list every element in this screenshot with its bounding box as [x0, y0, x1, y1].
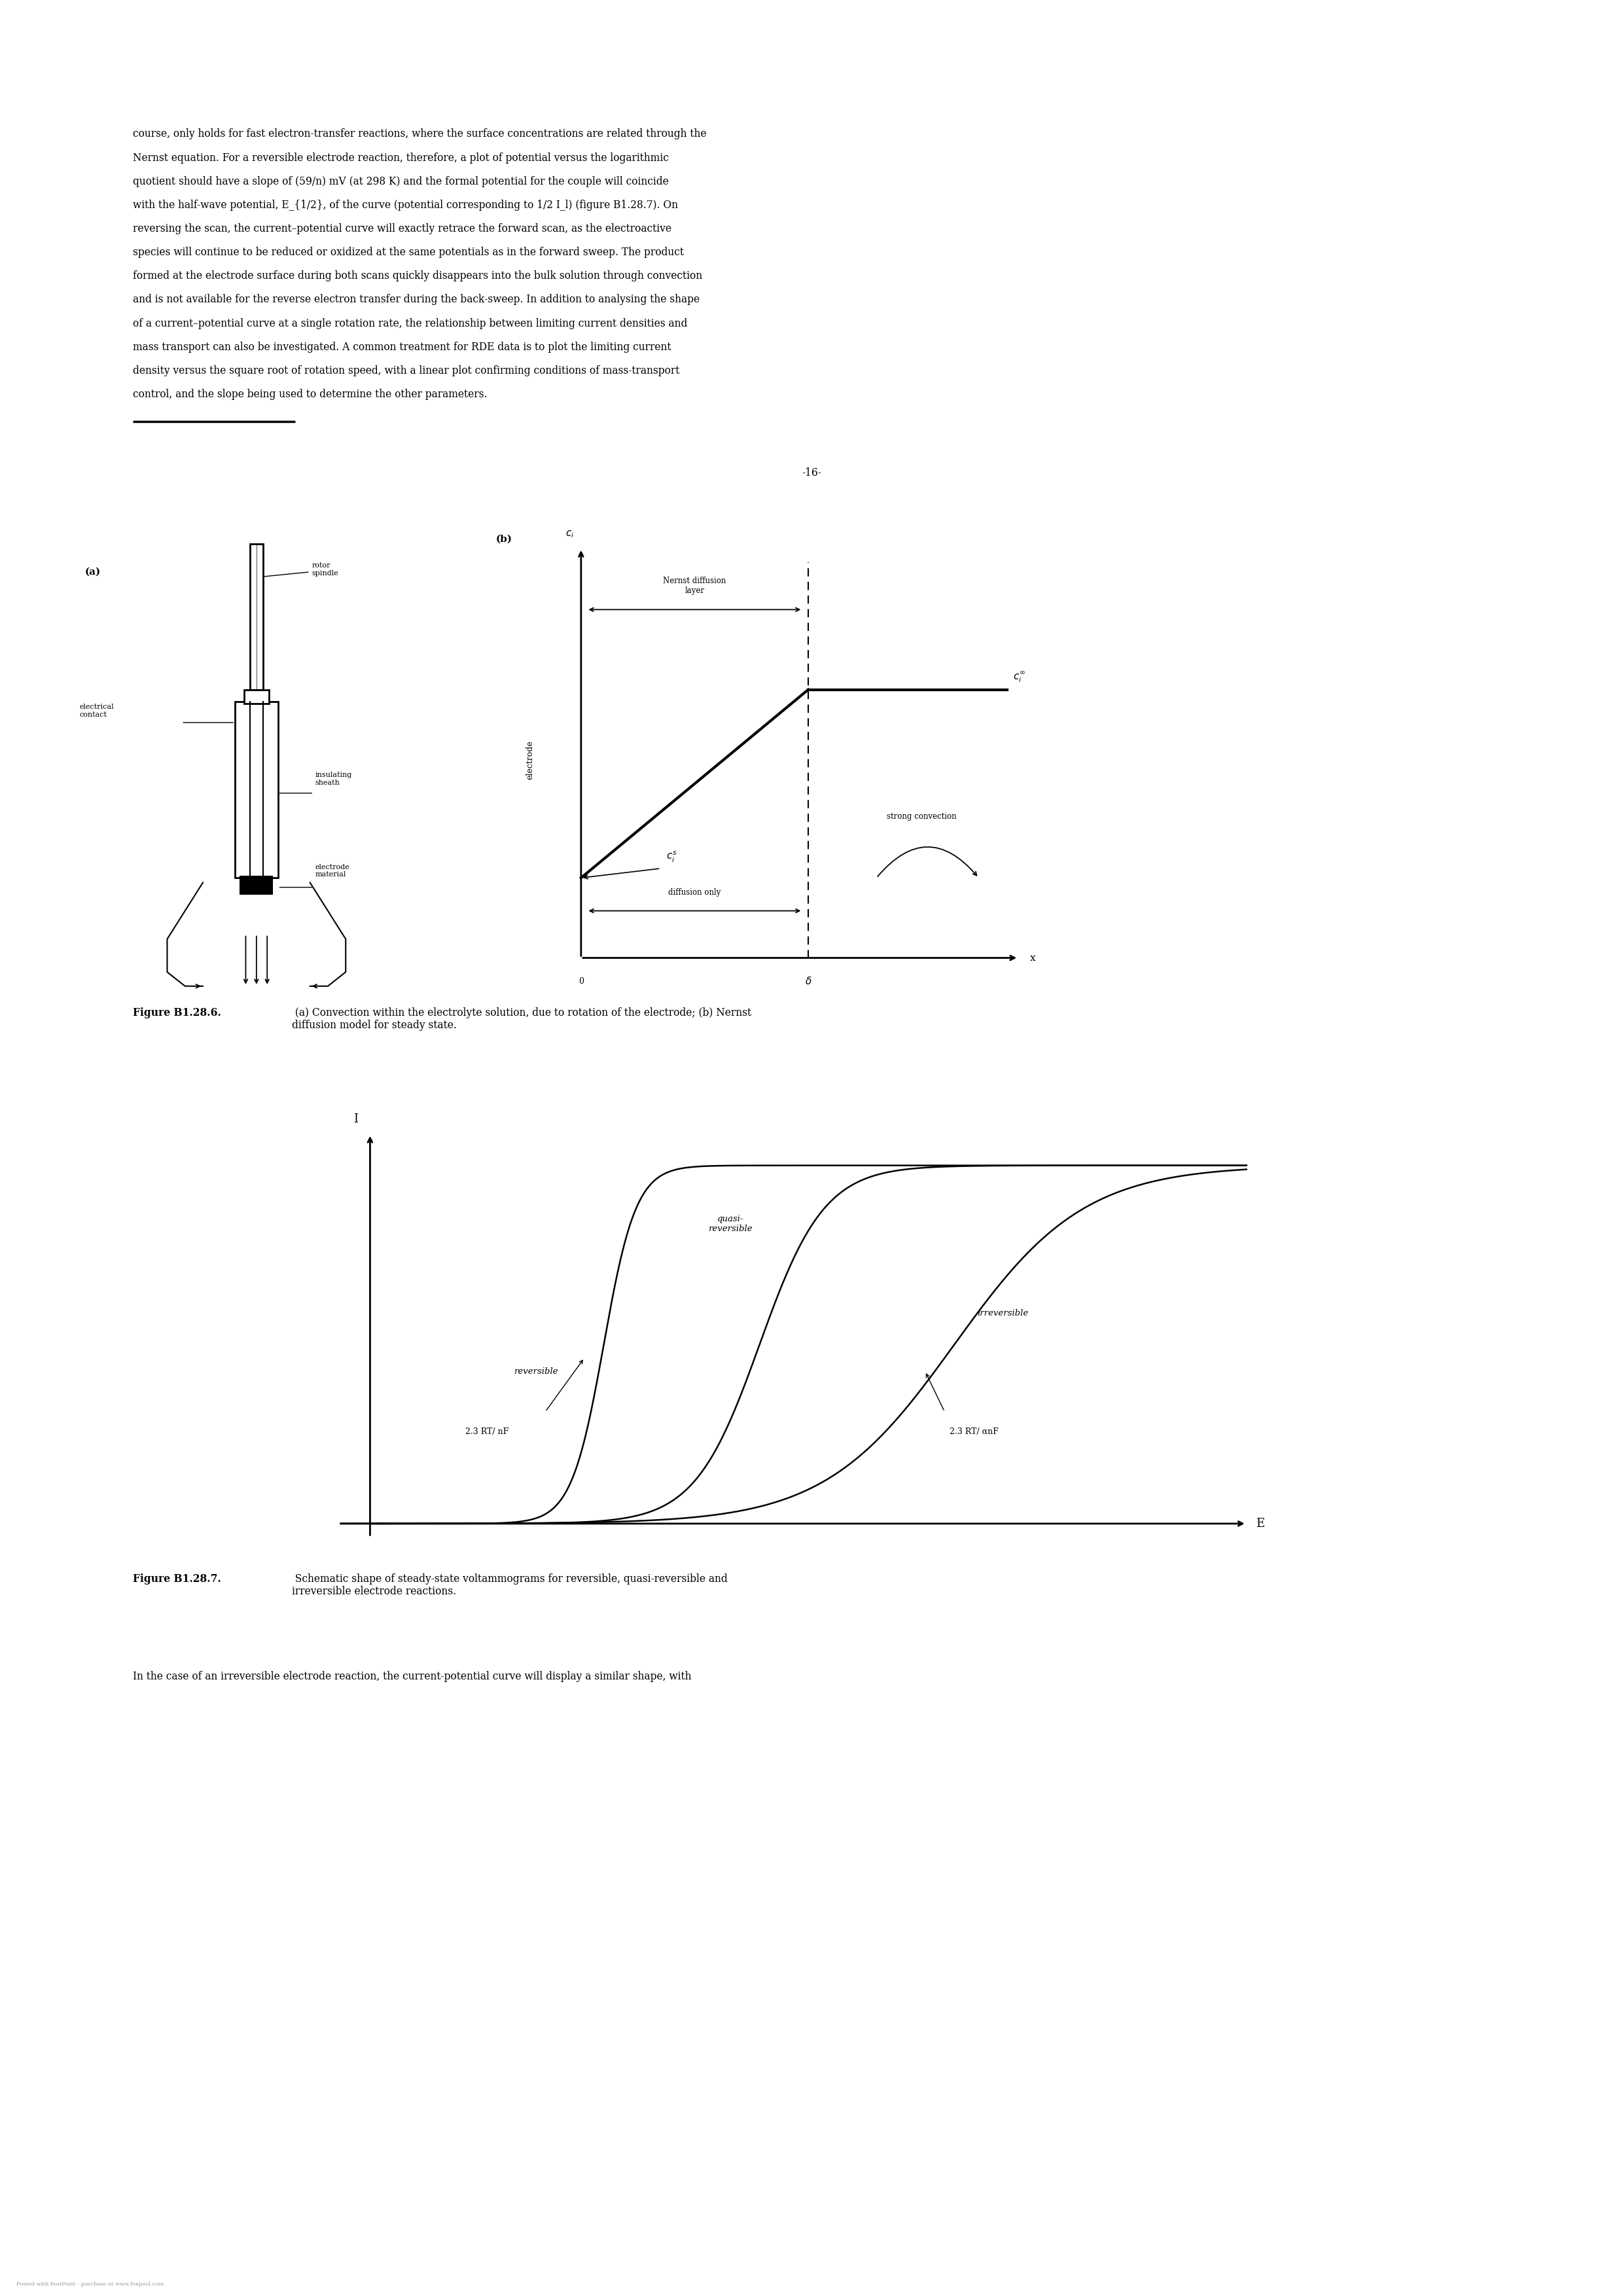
- Text: Posted with PosiPoint - purchase at www.foxpool.com: Posted with PosiPoint - purchase at www.…: [16, 2282, 164, 2287]
- Text: and is not available for the reverse electron transfer during the back-sweep. In: and is not available for the reverse ele…: [133, 294, 700, 305]
- Text: Figure B1.28.6.: Figure B1.28.6.: [133, 1008, 221, 1017]
- Text: electrode
material: electrode material: [315, 863, 351, 877]
- Text: strong convection: strong convection: [888, 813, 956, 822]
- Text: Schematic shape of steady-state voltammograms for reversible, quasi-reversible a: Schematic shape of steady-state voltammo…: [292, 1573, 727, 1598]
- Text: (b): (b): [495, 535, 513, 544]
- Text: (a) Convection within the electrolyte solution, due to rotation of the electrode: (a) Convection within the electrolyte so…: [292, 1008, 751, 1031]
- Text: $c_i$: $c_i$: [565, 528, 575, 540]
- Text: diffusion only: diffusion only: [669, 889, 721, 898]
- Text: 0: 0: [578, 978, 584, 985]
- Text: irreversible: irreversible: [977, 1309, 1029, 1318]
- Text: rotor
spindle: rotor spindle: [312, 563, 339, 576]
- Text: I: I: [354, 1114, 357, 1125]
- Text: formed at the electrode surface during both scans quickly disappears into the bu: formed at the electrode surface during b…: [133, 271, 703, 282]
- Text: with the half-wave potential, E_{1/2}, of the curve (potential corresponding to : with the half-wave potential, E_{1/2}, o…: [133, 200, 678, 211]
- Bar: [250, 544, 263, 689]
- Bar: [235, 700, 278, 877]
- Text: of a current–potential curve at a single rotation rate, the relationship between: of a current–potential curve at a single…: [133, 317, 688, 328]
- Text: In the case of an irreversible electrode reaction, the current-potential curve w: In the case of an irreversible electrode…: [133, 1671, 691, 1683]
- Text: Figure B1.28.7.: Figure B1.28.7.: [133, 1573, 221, 1584]
- Text: $\delta$: $\delta$: [805, 976, 812, 987]
- Text: reversible: reversible: [513, 1366, 558, 1375]
- Text: course, only holds for fast electron-transfer reactions, where the surface conce: course, only holds for fast electron-tra…: [133, 129, 706, 140]
- Text: electrode: electrode: [526, 742, 534, 781]
- Text: reversing the scan, the current–potential curve will exactly retrace the forward: reversing the scan, the current–potentia…: [133, 223, 672, 234]
- Text: Nernst diffusion
layer: Nernst diffusion layer: [664, 576, 725, 595]
- Text: control, and the slope being used to determine the other parameters.: control, and the slope being used to det…: [133, 388, 487, 400]
- Text: 2.3 RT/ αnF: 2.3 RT/ αnF: [949, 1428, 998, 1435]
- Text: density versus the square root of rotation speed, with a linear plot confirming : density versus the square root of rotati…: [133, 365, 680, 377]
- Text: $c_i^{\infty}$: $c_i^{\infty}$: [1013, 670, 1026, 684]
- Text: quotient should have a slope of (59/n) mV (at 298 K) and the formal potential fo: quotient should have a slope of (59/n) m…: [133, 177, 669, 186]
- Text: quasi-
reversible: quasi- reversible: [708, 1215, 753, 1233]
- Text: Figure B1.28.6. (a) Convection within the electrolyte solution, due to rotation : Figure B1.28.6. (a) Convection within th…: [133, 1008, 672, 1031]
- Text: electrical
contact: electrical contact: [80, 703, 114, 719]
- Bar: [240, 877, 273, 895]
- Text: (a): (a): [84, 567, 101, 576]
- Bar: [243, 689, 269, 703]
- Text: Nernst equation. For a reversible electrode reaction, therefore, a plot of poten: Nernst equation. For a reversible electr…: [133, 152, 669, 163]
- Text: mass transport can also be investigated. A common treatment for RDE data is to p: mass transport can also be investigated.…: [133, 342, 672, 354]
- Text: E: E: [1256, 1518, 1264, 1529]
- Text: insulating
sheath: insulating sheath: [315, 771, 352, 785]
- Text: -16-: -16-: [802, 468, 821, 478]
- Text: species will continue to be reduced or oxidized at the same potentials as in the: species will continue to be reduced or o…: [133, 246, 685, 257]
- Text: 2.3 RT/ nF: 2.3 RT/ nF: [466, 1428, 508, 1435]
- Text: $c_i^s$: $c_i^s$: [665, 850, 677, 863]
- Text: x: x: [1029, 953, 1035, 962]
